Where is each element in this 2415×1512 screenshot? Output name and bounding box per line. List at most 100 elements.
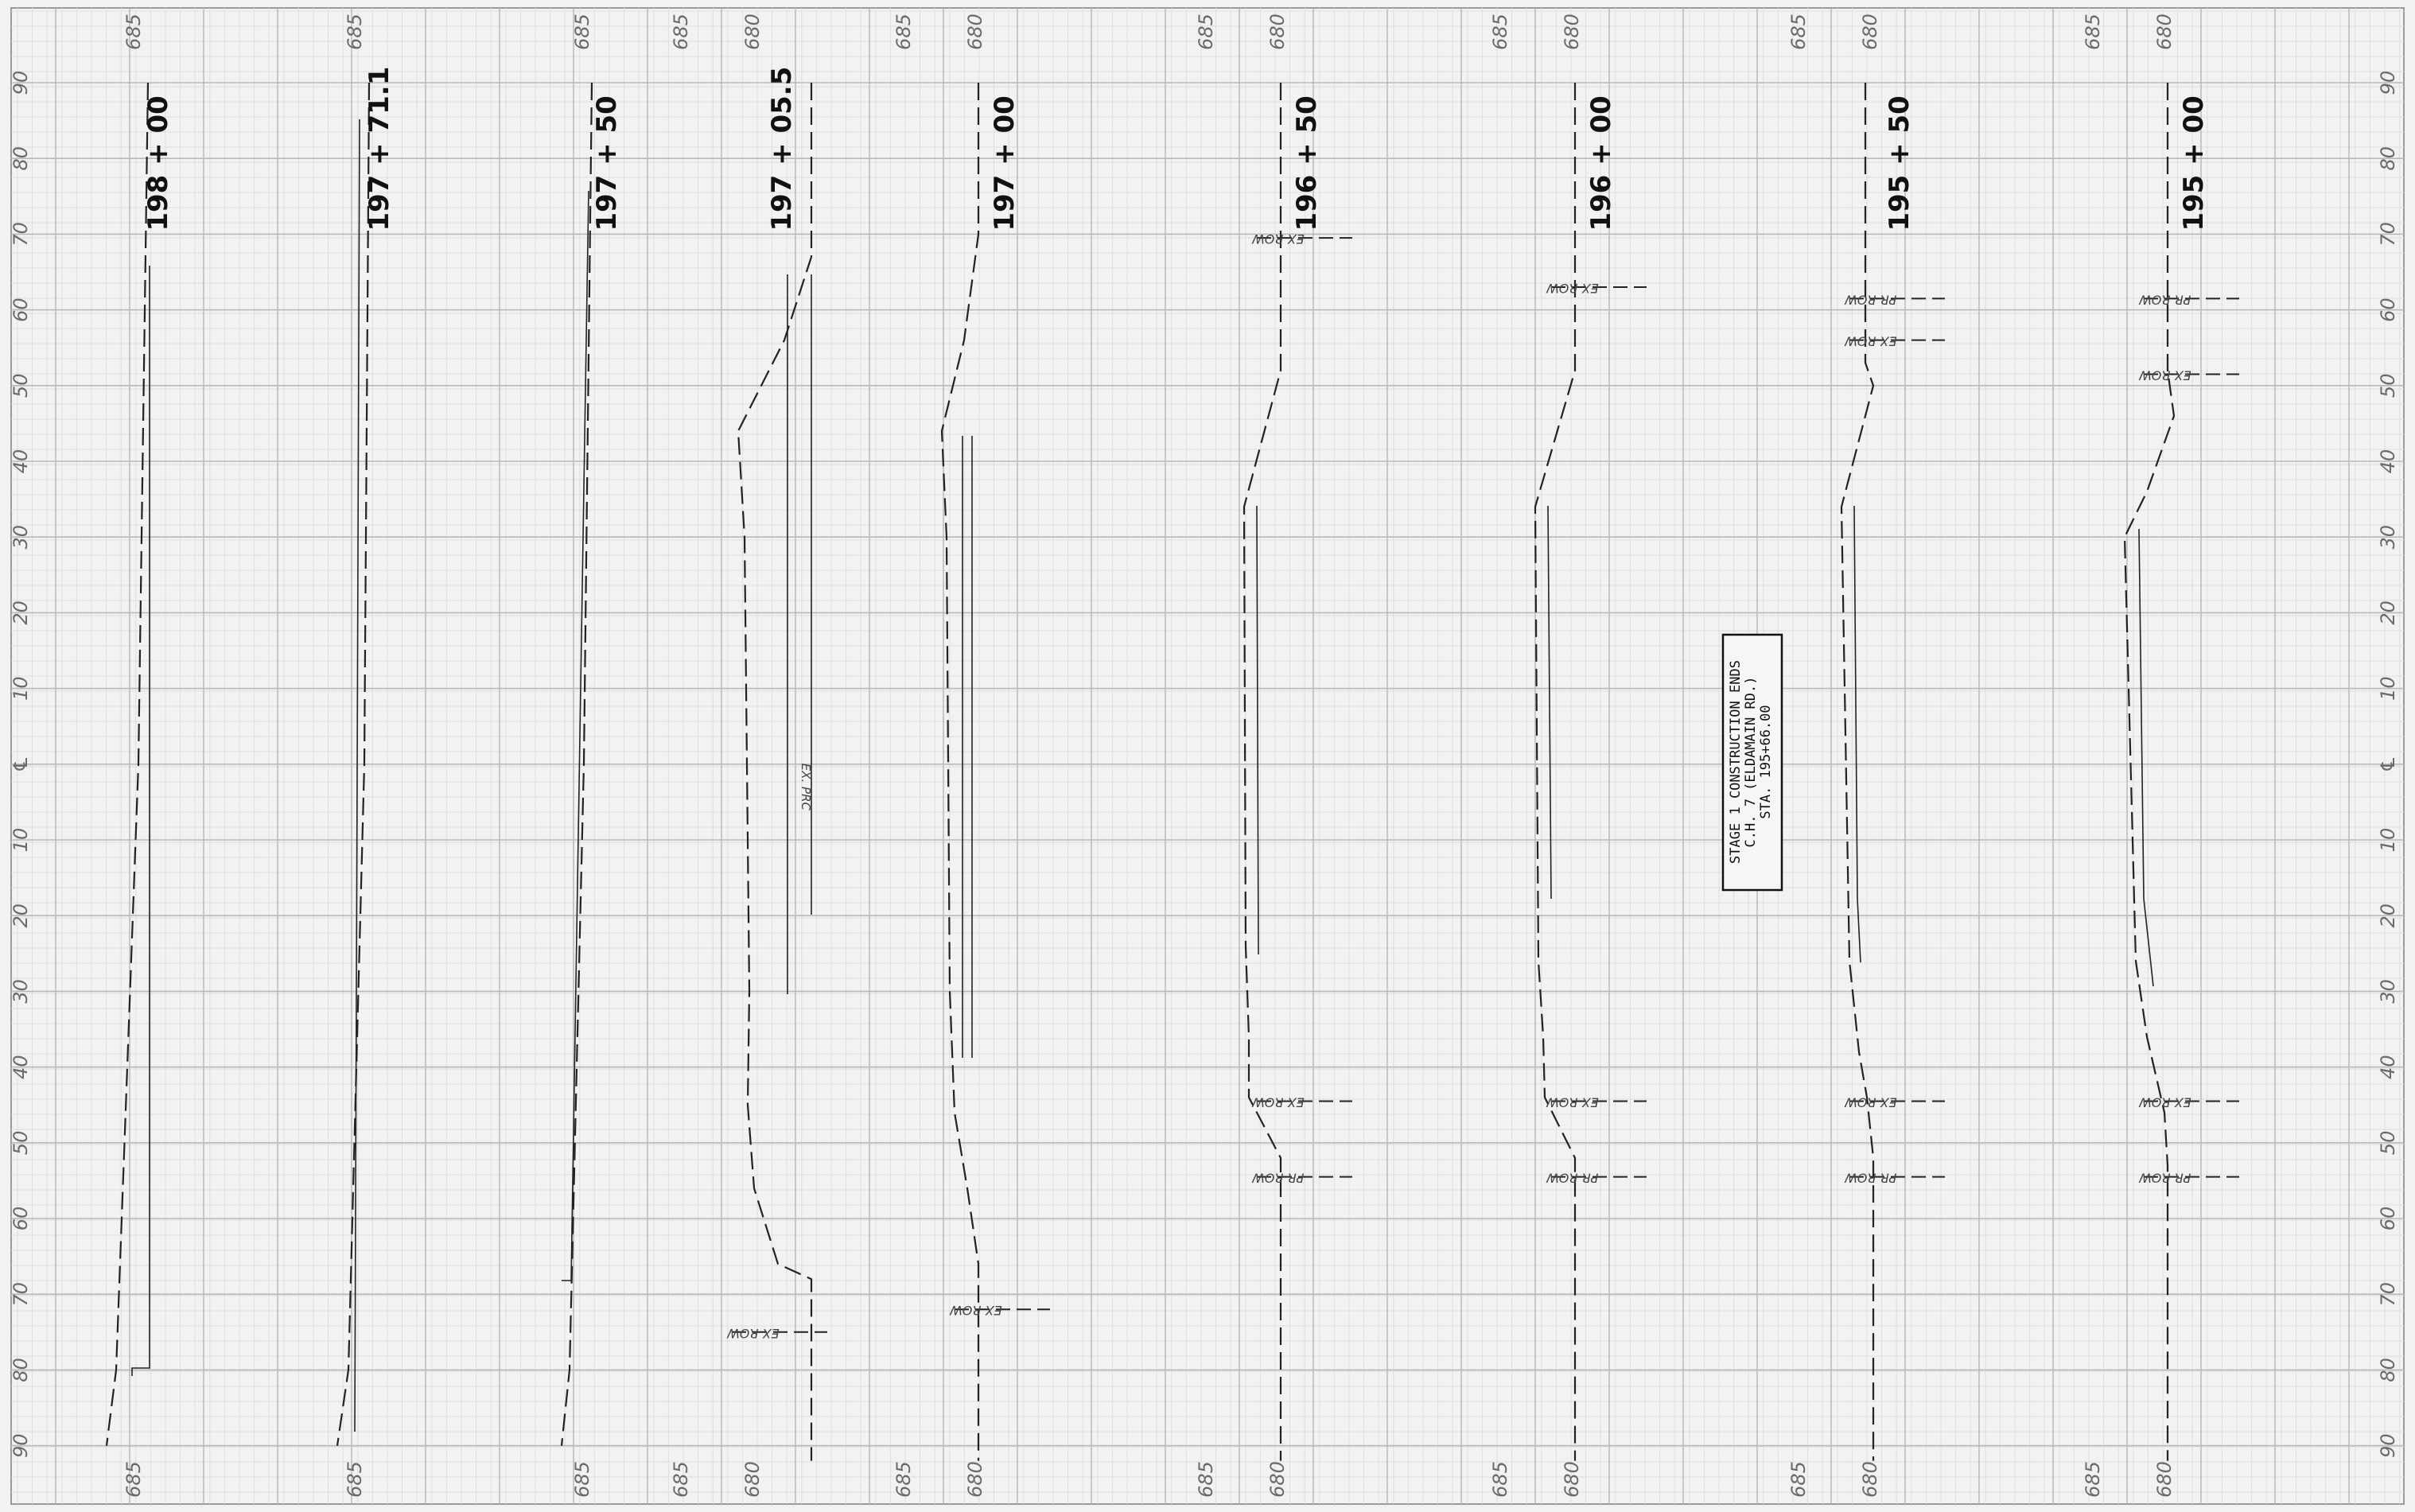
- sheet-border: [10, 7, 2405, 1505]
- elevation-label-bottom: 685: [1787, 1461, 1810, 1498]
- offset-label-right: 10: [2377, 676, 2399, 701]
- elevation-label-bottom: 685: [344, 1461, 366, 1498]
- proposed-section-line: [1256, 505, 1259, 955]
- elevation-label-top: 685: [122, 14, 145, 50]
- offset-label-right: 50: [2377, 1131, 2399, 1156]
- station-label: 197 + 71.1: [364, 67, 395, 231]
- offset-label-left: 60: [10, 1207, 32, 1231]
- existing-ground-line: [1534, 83, 1577, 1461]
- offset-label-right: 20: [2377, 601, 2399, 625]
- cross-section: 197 + 50 685 685: [560, 14, 623, 1498]
- offset-label-left: 50: [10, 374, 32, 398]
- elevation-label-top: 685: [670, 14, 692, 50]
- note-line-2: C.H. 7 (ELDAMAIN RD.): [1743, 677, 1759, 848]
- offset-label-right: 60: [2377, 1207, 2399, 1231]
- row-label: EX ROW: [726, 1326, 780, 1341]
- offset-axes: 90 80 70 60 50 40 30 20 10 ℄ 10 20 30 40 50 60 70 80 90 90 8…: [10, 71, 2399, 1458]
- offset-label-right: 50: [2377, 374, 2399, 398]
- cross-section: 195 + 00 685 685 680 680 PR ROW EX ROW EX ROW PR…: [2082, 14, 2239, 1498]
- proposed-section-line: [1547, 505, 1552, 900]
- row-label: PR ROW: [1251, 1171, 1305, 1186]
- station-label: 195 + 00: [2178, 95, 2210, 231]
- station-label: 196 + 50: [1291, 95, 1323, 231]
- offset-label-left: 80: [10, 1358, 32, 1382]
- station-label: 197 + 00: [989, 95, 1021, 231]
- cross-section: 197 + 05.5 685 685 680 680 EX ROW EX. PRC: [670, 14, 827, 1498]
- proposed-section-line: [354, 119, 360, 1432]
- row-label: EX ROW: [1251, 231, 1305, 247]
- existing-ground-line: [1840, 83, 1875, 1461]
- elevation-label-top: 680: [2153, 14, 2176, 50]
- offset-label-left: 90: [10, 1433, 32, 1458]
- cross-section: 197 + 71.1 685 685: [336, 14, 395, 1498]
- elevation-label-top: 685: [892, 14, 915, 50]
- grid: [10, 7, 2405, 1505]
- elevation-label-top: 680: [964, 14, 986, 50]
- note-line-1: STAGE 1 CONSTRUCTION ENDS: [1728, 660, 1744, 864]
- offset-label-left: 20: [10, 601, 32, 625]
- elevation-label-bottom: 685: [571, 1461, 593, 1498]
- offset-label-left: 70: [10, 1282, 32, 1307]
- elevation-label-bottom: 680: [1266, 1461, 1289, 1498]
- offset-label-left: 90: [10, 71, 32, 95]
- elevation-label-bottom: 680: [741, 1461, 764, 1498]
- offset-label-right: 20: [2377, 904, 2399, 928]
- elevation-label-top: 685: [2082, 14, 2104, 50]
- row-label: PR ROW: [1844, 1171, 1897, 1186]
- existing-ground-line: [737, 83, 813, 1461]
- row-label: EX ROW: [2138, 1094, 2191, 1110]
- proposed-section-line: [2138, 528, 2154, 987]
- existing-ground-line: [2123, 83, 2176, 1461]
- offset-label-left: ℄: [10, 756, 32, 773]
- offset-label-right: 30: [2377, 525, 2399, 550]
- construction-note: STAGE 1 CONSTRUCTION ENDS C.H. 7 (ELDAMA…: [1721, 633, 1783, 892]
- proposed-section-line: [562, 190, 589, 1281]
- elevation-label-bottom: 680: [1561, 1461, 1583, 1498]
- offset-label-right: 80: [2377, 1358, 2399, 1382]
- proposed-section-line: [962, 436, 973, 1058]
- note-box: [1721, 633, 1783, 892]
- row-label: EX ROW: [949, 1303, 1002, 1318]
- station-label: 197 + 50: [591, 95, 623, 231]
- cross-section: 197 + 00 685 685 680 680 EX ROW: [892, 14, 1050, 1498]
- row-label: PR ROW: [1844, 292, 1897, 307]
- offset-label-right: 60: [2377, 297, 2399, 322]
- elevation-label-bottom: 685: [1195, 1461, 1217, 1498]
- elevation-label-top: 685: [571, 14, 593, 50]
- offset-label-right: 70: [2377, 1282, 2399, 1307]
- offset-label-right: 40: [2377, 449, 2399, 474]
- station-label: 198 + 00: [142, 95, 174, 231]
- elevation-label-top: 685: [1489, 14, 1511, 50]
- offset-label-left: 20: [10, 904, 32, 928]
- offset-label-right: 10: [2377, 828, 2399, 853]
- offset-label-left: 40: [10, 449, 32, 474]
- elevation-label-bottom: 685: [670, 1461, 692, 1498]
- cross-section: 196 + 50 685 685 680 680 EX ROW EX ROW PR ROW: [1195, 14, 1352, 1498]
- offset-label-left: 10: [10, 676, 32, 701]
- elevation-label-bottom: 680: [1859, 1461, 1881, 1498]
- offset-label-right: 70: [2377, 222, 2399, 247]
- cross-section: 195 + 50 685 685 680 680 PR ROW EX ROW EX ROW PR…: [1787, 14, 1945, 1498]
- row-label: PR ROW: [1546, 1171, 1599, 1186]
- offset-label-left: 10: [10, 828, 32, 853]
- elevation-label-bottom: 685: [2082, 1461, 2104, 1498]
- offset-label-left: 30: [10, 525, 32, 550]
- row-label: EX ROW: [1844, 1094, 1897, 1110]
- elevation-label-top: 685: [1787, 14, 1810, 50]
- existing-ground-line: [1242, 83, 1282, 1461]
- elevation-label-top: 680: [1266, 14, 1289, 50]
- offset-label-right: 80: [2377, 146, 2399, 171]
- proposed-section-line: [1853, 505, 1861, 963]
- elevation-label-top: 685: [344, 14, 366, 50]
- offset-label-left: 70: [10, 222, 32, 247]
- offset-label-left: 50: [10, 1131, 32, 1156]
- elevation-label-bottom: 680: [964, 1461, 986, 1498]
- offset-label-left: 40: [10, 1055, 32, 1079]
- row-label: EX ROW: [1546, 1094, 1599, 1110]
- existing-ground-line: [940, 83, 980, 1461]
- row-label: EX ROW: [1251, 1094, 1305, 1110]
- elevation-label-bottom: 680: [2153, 1461, 2176, 1498]
- station-label: 196 + 00: [1585, 95, 1617, 231]
- row-label: PR ROW: [2138, 292, 2191, 307]
